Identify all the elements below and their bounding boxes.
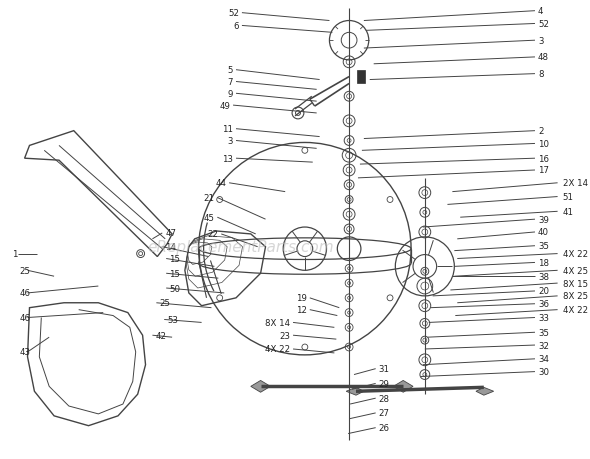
Text: 13: 13: [222, 154, 233, 163]
Text: 23: 23: [279, 331, 290, 340]
Text: 43: 43: [19, 347, 31, 357]
Text: 6: 6: [234, 22, 239, 31]
Text: 10: 10: [538, 140, 549, 149]
Text: 17: 17: [538, 166, 549, 175]
Text: 45: 45: [204, 213, 214, 222]
Text: 2X 14: 2X 14: [562, 179, 588, 188]
Text: 11: 11: [222, 125, 233, 134]
Text: 4X 25: 4X 25: [562, 266, 588, 275]
Text: 52: 52: [538, 20, 549, 29]
Text: 20: 20: [538, 287, 549, 296]
Text: 8X 25: 8X 25: [562, 292, 588, 301]
Text: 52: 52: [228, 9, 239, 18]
Text: 35: 35: [538, 242, 549, 251]
Text: 18: 18: [538, 258, 549, 267]
Text: 31: 31: [379, 364, 389, 373]
Text: 14: 14: [165, 243, 176, 252]
Text: 39: 39: [538, 215, 549, 224]
Text: 46: 46: [19, 289, 31, 298]
Text: 33: 33: [538, 313, 549, 322]
Text: 51: 51: [562, 193, 573, 202]
Text: 8: 8: [538, 70, 543, 79]
Text: eReplacementParts.com: eReplacementParts.com: [148, 240, 335, 255]
Text: 32: 32: [538, 341, 549, 350]
Text: 2: 2: [538, 127, 543, 136]
Bar: [357, 71, 365, 84]
Text: 34: 34: [538, 354, 549, 364]
Text: 1: 1: [12, 250, 17, 258]
Text: 4X 22: 4X 22: [562, 250, 588, 258]
Text: 5: 5: [228, 66, 233, 75]
Polygon shape: [476, 387, 494, 395]
Text: 8X 14: 8X 14: [265, 318, 290, 327]
Text: 7: 7: [228, 78, 233, 87]
Text: 25: 25: [159, 299, 171, 308]
Text: 36: 36: [538, 300, 549, 308]
Text: 15: 15: [169, 254, 180, 263]
Text: 3: 3: [538, 37, 543, 45]
Text: 22: 22: [207, 230, 218, 239]
Text: 8X 15: 8X 15: [562, 279, 588, 288]
Text: 53: 53: [167, 315, 178, 324]
Polygon shape: [251, 381, 270, 392]
Text: 40: 40: [538, 228, 549, 237]
Text: 41: 41: [562, 207, 573, 216]
Text: 47: 47: [165, 229, 176, 238]
Text: 4X 22: 4X 22: [562, 306, 588, 314]
Text: 25: 25: [19, 266, 31, 275]
Text: 30: 30: [538, 367, 549, 376]
Text: 28: 28: [379, 394, 389, 403]
Text: 42: 42: [155, 331, 166, 340]
Polygon shape: [346, 387, 364, 395]
Text: 9: 9: [228, 90, 233, 99]
Text: 35: 35: [538, 328, 549, 337]
Text: 46: 46: [19, 313, 31, 322]
Text: 49: 49: [219, 101, 230, 110]
Text: 4X 22: 4X 22: [265, 345, 290, 354]
Text: 3: 3: [228, 137, 233, 146]
Text: 29: 29: [379, 379, 389, 388]
Text: 15: 15: [169, 269, 180, 278]
Text: 21: 21: [204, 194, 214, 202]
Text: 16: 16: [538, 154, 549, 163]
Text: 26: 26: [379, 423, 389, 432]
Text: 50: 50: [169, 284, 180, 293]
Text: 44: 44: [215, 179, 226, 188]
Text: 48: 48: [538, 53, 549, 62]
Text: 4: 4: [538, 7, 543, 16]
Text: 38: 38: [538, 272, 549, 281]
Text: 12: 12: [296, 306, 307, 314]
Polygon shape: [394, 381, 413, 392]
Text: 19: 19: [296, 294, 307, 302]
Text: 27: 27: [379, 409, 389, 418]
